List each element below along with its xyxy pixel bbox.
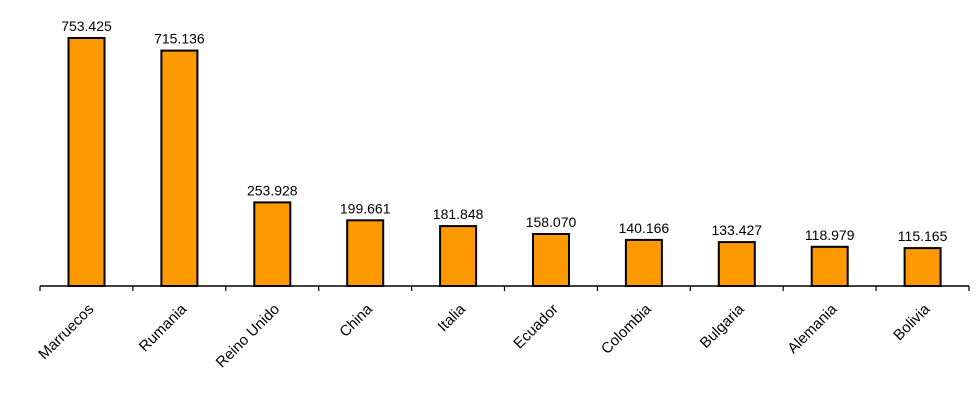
category-label: Marruecos [35, 301, 97, 363]
x-axis [39, 285, 970, 291]
bar-value-label: 181.848 [433, 206, 484, 222]
bar-value-label: 115.165 [898, 228, 948, 244]
bar-value-label: 140.166 [619, 220, 670, 236]
bar-alemania [810, 245, 849, 288]
bar-marruecos [67, 37, 106, 287]
category-label: Reino Unido [213, 301, 283, 371]
category-label: Ecuador [510, 301, 562, 353]
bars-group [67, 37, 942, 288]
bar-bolivia [903, 247, 942, 288]
bar-china [346, 219, 385, 287]
category-label: China [336, 300, 376, 340]
bar-reino-unido [253, 201, 292, 287]
bar-italia [439, 225, 478, 288]
bar-value-label: 118.979 [805, 227, 855, 243]
bar-ecuador [532, 233, 570, 287]
bar-value-label: 715.136 [154, 31, 205, 47]
bar-value-label: 753.425 [61, 18, 112, 34]
bar-value-label: 133.427 [711, 222, 762, 238]
bar-value-label: 253.928 [247, 182, 298, 198]
bar-bulgaria [717, 241, 756, 288]
bar-colombia [624, 238, 663, 287]
category-labels-group: Marruecos Rumania Reino Unido China Italia Ec… [35, 300, 934, 371]
category-label: Alemania [784, 300, 841, 357]
category-label: Bulgaria [697, 300, 748, 351]
category-label: Italia [435, 300, 470, 335]
bar-value-label: 199.661 [340, 200, 391, 216]
category-label: Colombia [598, 300, 655, 357]
category-label: Bolivia [890, 300, 934, 344]
bar-value-label: 158.070 [526, 214, 577, 230]
value-labels-group: 753.425 715.136 253.928 199.661 181.848 158.0… [61, 18, 947, 244]
category-label: Rumania [136, 300, 191, 355]
bar-rumania [160, 49, 199, 287]
